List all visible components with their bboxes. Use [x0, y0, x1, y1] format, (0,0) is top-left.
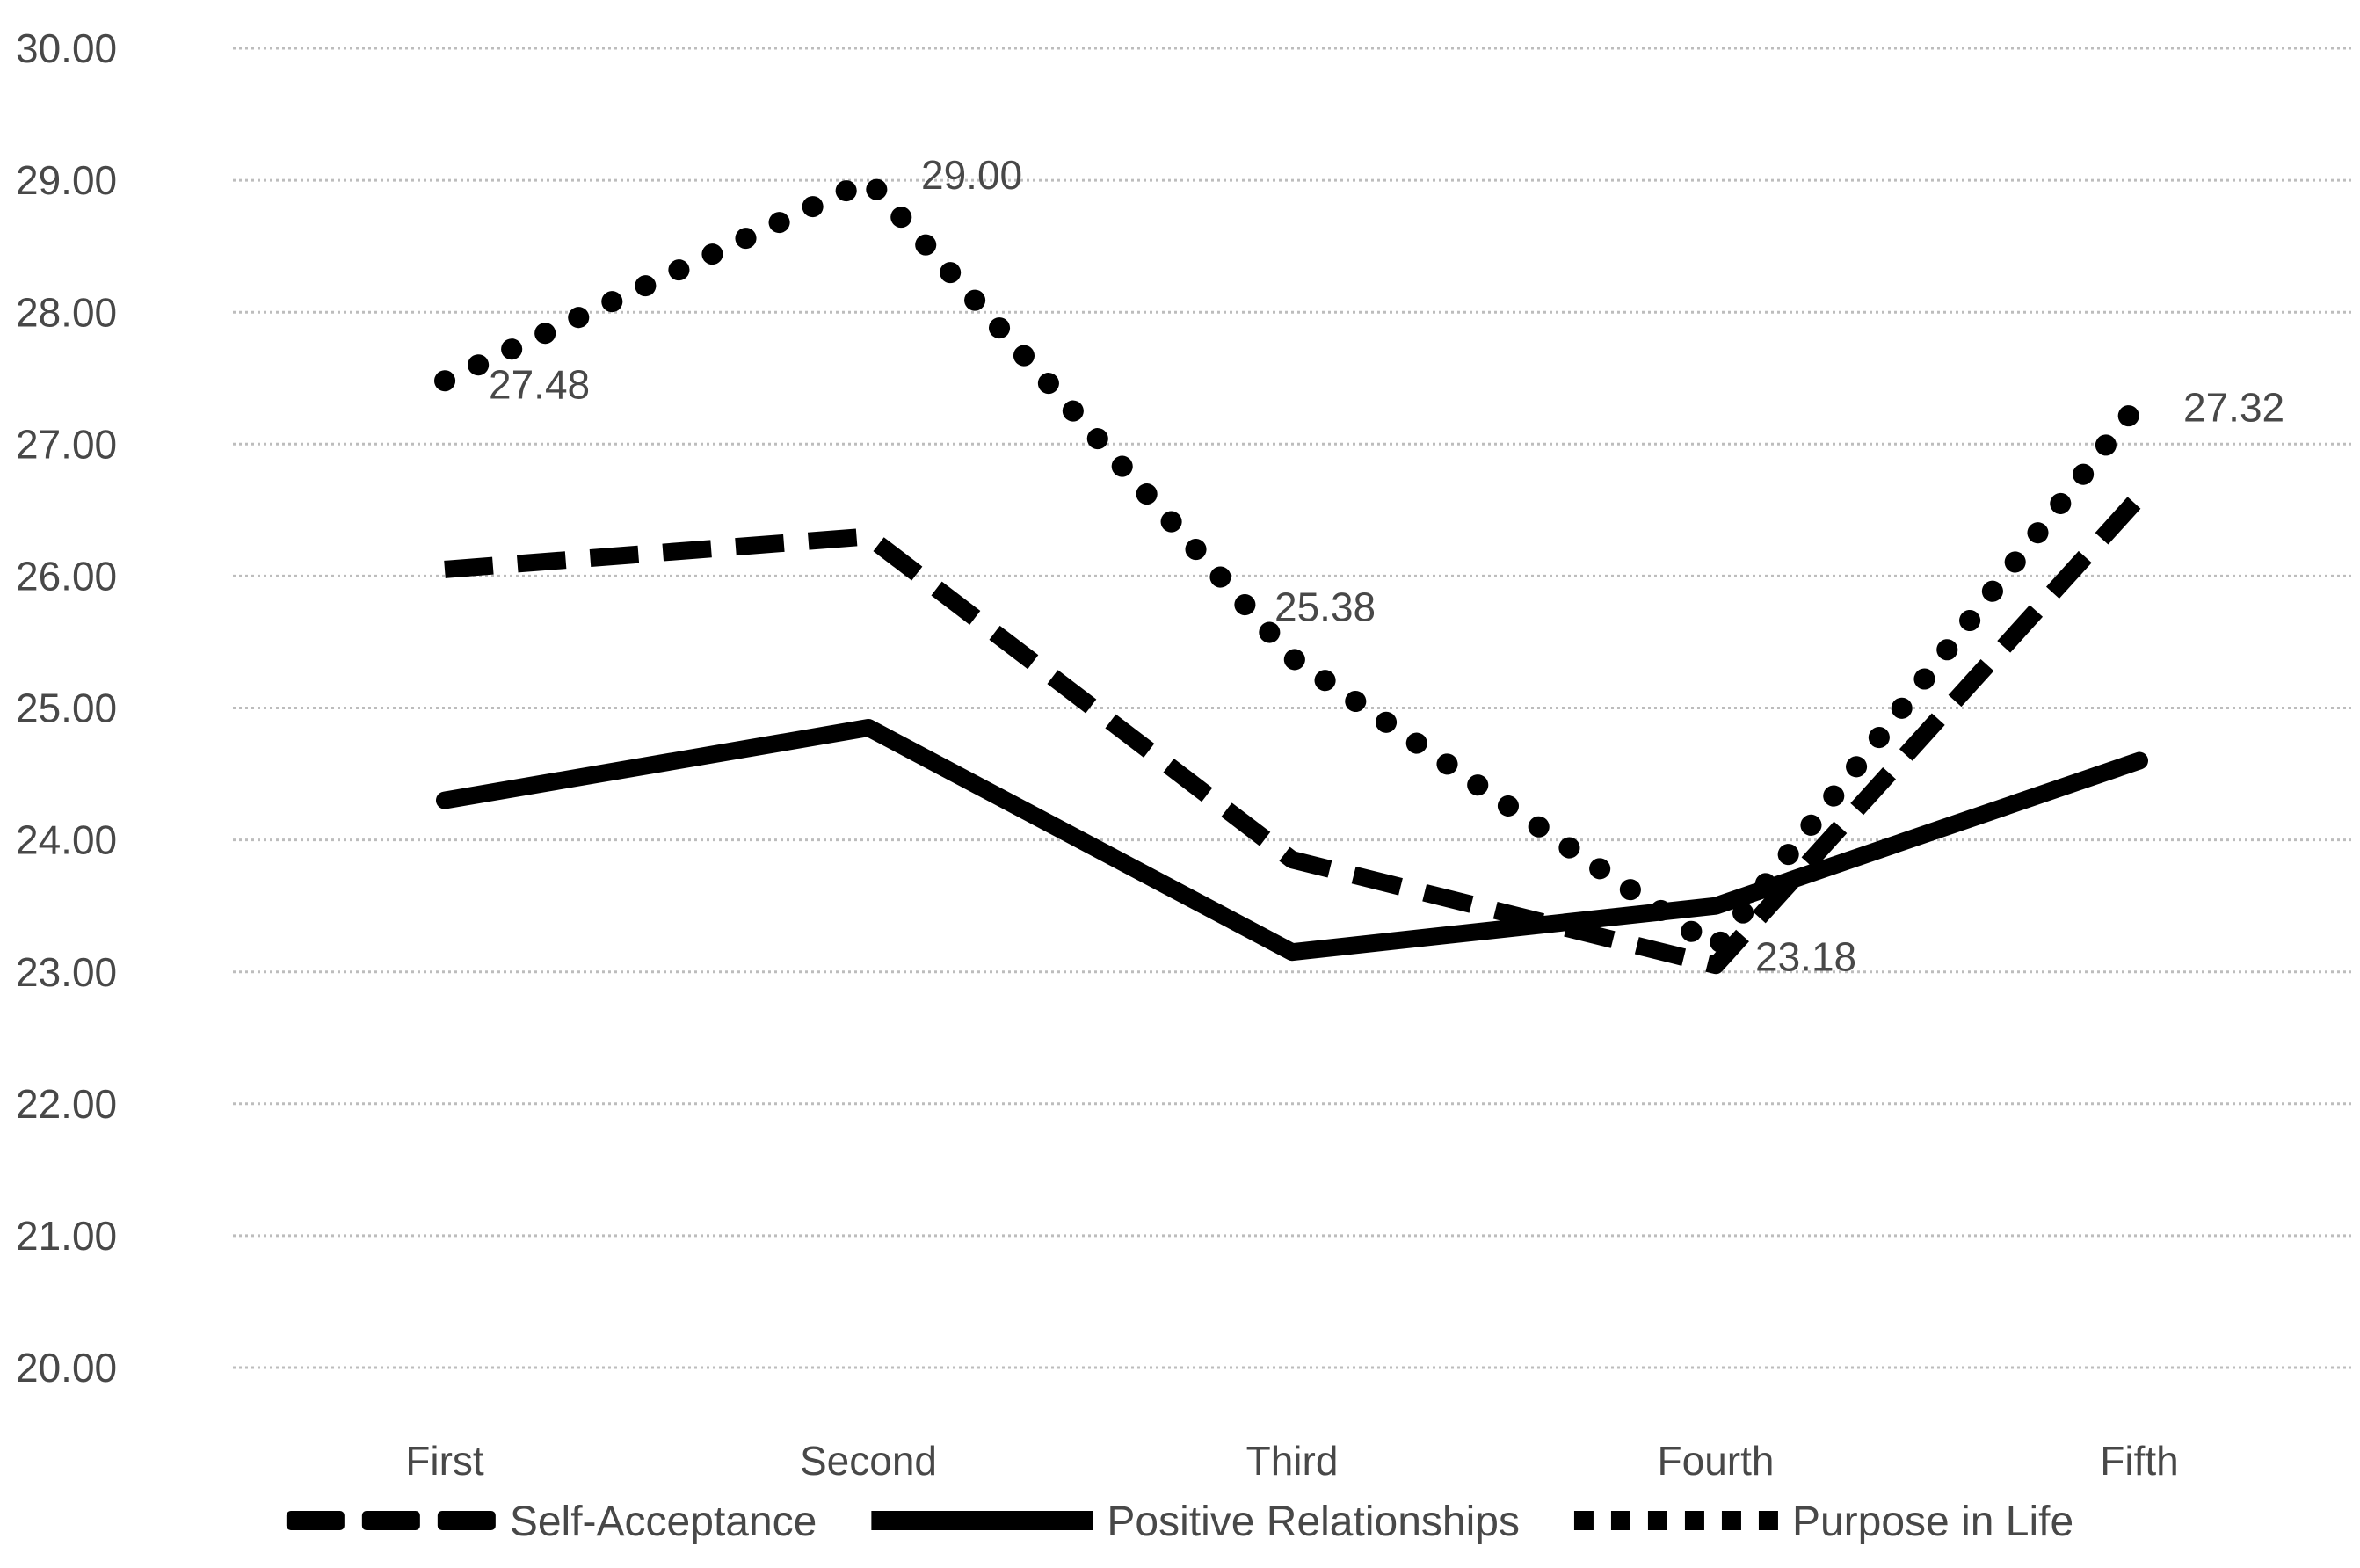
y-axis-tick-label: 28.00: [16, 289, 117, 335]
legend-marker-dotted: [1758, 1511, 1778, 1530]
x-axis-category-label: Fifth: [2100, 1438, 2178, 1484]
legend-label: Positive Relationships: [1107, 1499, 1520, 1545]
series-line-self-acceptance: [444, 490, 2146, 975]
legend-marker-dashed: [286, 1511, 345, 1530]
y-axis-tick-label: 30.00: [16, 25, 117, 71]
y-axis-tick-label: 21.00: [16, 1213, 117, 1259]
legend-marker-dotted: [1573, 1511, 1594, 1530]
data-label: 27.48: [489, 361, 590, 407]
legend-label: Purpose in Life: [1792, 1499, 2073, 1545]
legend-marker-dashed: [361, 1511, 420, 1530]
x-axis-category-label: Second: [800, 1438, 937, 1484]
y-axis-tick-label: 27.00: [16, 421, 117, 467]
legend-marker-dashed: [437, 1511, 496, 1530]
legend-marker-dotted: [1610, 1511, 1630, 1530]
x-axis-category-label: Fourth: [1658, 1438, 1775, 1484]
legend-marker-dotted: [1684, 1511, 1704, 1530]
data-label: 23.18: [1755, 934, 1856, 980]
legend-marker-dotted: [1647, 1511, 1667, 1530]
data-label: 29.00: [921, 152, 1022, 198]
y-axis-tick-label: 29.00: [16, 157, 117, 203]
y-axis-tick-label: 22.00: [16, 1081, 117, 1127]
data-label: 27.32: [2183, 384, 2284, 430]
y-axis-tick-label: 24.00: [16, 817, 117, 863]
y-axis-tick-label: 20.00: [16, 1345, 117, 1390]
x-axis-category-label: First: [405, 1438, 484, 1484]
series-line-positive-relationships: [436, 719, 2148, 962]
y-axis-tick-label: 25.00: [16, 686, 117, 731]
legend: Self-Acceptance Positive Relationships Pur…: [286, 1499, 2073, 1545]
series-line-purpose-in-life: [434, 170, 2150, 959]
x-axis-category-label: Third: [1246, 1438, 1339, 1484]
legend-marker-solid: [871, 1511, 1093, 1530]
y-axis-tick-label: 26.00: [16, 554, 117, 599]
y-axis-tick-label: 23.00: [16, 949, 117, 995]
legend-label: Self-Acceptance: [510, 1499, 817, 1545]
data-label: 25.38: [1274, 584, 1376, 629]
legend-marker-dotted: [1721, 1511, 1741, 1530]
